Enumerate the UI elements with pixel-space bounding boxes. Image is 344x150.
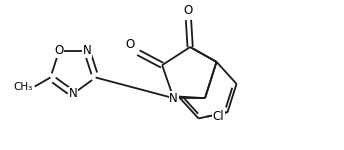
Text: O: O: [184, 4, 193, 17]
Text: O: O: [126, 38, 135, 51]
Text: N: N: [169, 92, 178, 105]
Text: CH₃: CH₃: [14, 82, 33, 92]
Text: O: O: [54, 44, 64, 57]
Text: N: N: [83, 44, 92, 57]
Text: Cl: Cl: [213, 110, 224, 123]
Text: N: N: [69, 87, 77, 100]
